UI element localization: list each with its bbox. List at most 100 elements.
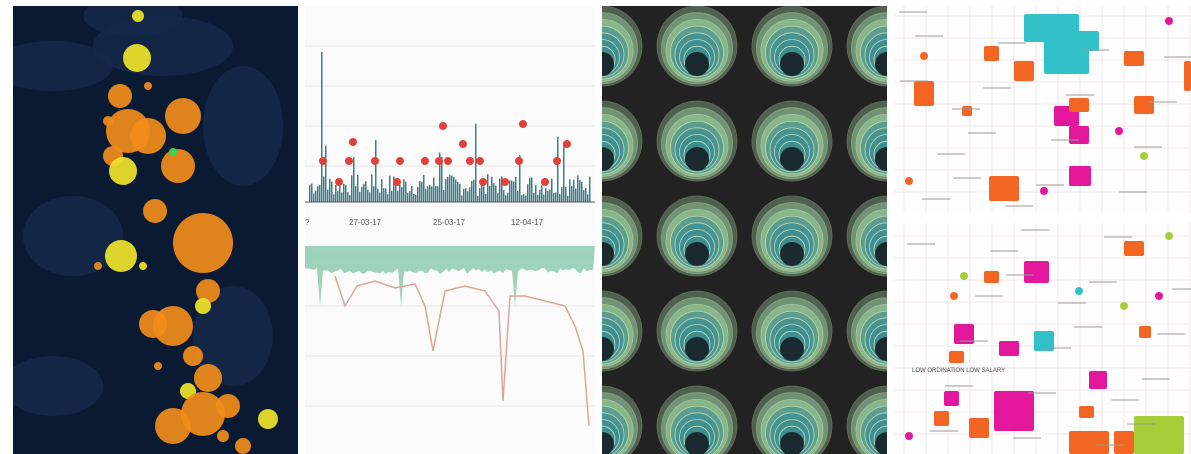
ring-hole — [602, 52, 614, 76]
bar — [413, 194, 415, 202]
node-rect — [1069, 166, 1091, 186]
bar — [411, 186, 413, 202]
data-dot — [515, 157, 523, 165]
node-dot — [1140, 152, 1148, 160]
map-bubble — [258, 409, 278, 429]
ring-hole — [685, 242, 709, 266]
node-rect — [1034, 331, 1054, 351]
data-dot — [541, 178, 549, 186]
bar — [339, 181, 341, 202]
bar — [539, 189, 541, 202]
bar — [557, 137, 559, 202]
node-rect — [999, 341, 1019, 356]
node-rect — [1139, 326, 1151, 338]
bar — [573, 179, 575, 202]
ring-hole — [780, 147, 804, 171]
node-label-stub — [1066, 94, 1094, 96]
bar — [551, 178, 553, 202]
data-dot — [501, 178, 509, 186]
node-dot — [1115, 127, 1123, 135]
node-label-stub — [1127, 423, 1155, 425]
land-shape — [13, 41, 113, 91]
bar — [535, 185, 537, 202]
bar — [375, 140, 377, 202]
bar — [559, 194, 561, 202]
bar — [519, 155, 521, 202]
land-shape — [23, 196, 123, 276]
bar — [317, 186, 319, 202]
map-bubble — [154, 362, 162, 370]
node-label-stub — [1051, 139, 1079, 141]
bar — [467, 191, 469, 202]
bar — [435, 186, 437, 202]
node-dot — [1165, 17, 1173, 25]
bar — [385, 188, 387, 202]
bar — [475, 123, 477, 202]
bar — [377, 188, 379, 202]
bar — [481, 183, 483, 202]
data-dot — [396, 157, 404, 165]
x-tick-label: 12-04-17 — [511, 218, 544, 227]
bar — [347, 192, 349, 202]
data-dot — [393, 178, 401, 186]
land-shape — [193, 286, 273, 386]
map-bubble — [139, 310, 167, 338]
map-bubble — [194, 364, 222, 392]
bar — [349, 194, 351, 202]
bar — [513, 181, 515, 202]
bar — [541, 185, 543, 202]
bar — [585, 188, 587, 202]
ring-hole — [602, 432, 614, 454]
node-rect — [949, 351, 964, 363]
bar — [407, 193, 409, 202]
map-bubble — [183, 346, 203, 366]
bar — [567, 195, 569, 202]
node-label-stub — [1149, 101, 1177, 103]
bar — [537, 194, 539, 202]
bar — [383, 188, 385, 202]
ring-hole — [685, 337, 709, 361]
node-label-stub — [1157, 333, 1185, 335]
node-label-stub — [1134, 146, 1162, 148]
bar — [379, 192, 381, 202]
node-label-stub — [952, 108, 980, 110]
network-caption: LOW ORDINATION LOW SALARY — [912, 368, 1006, 374]
map-bubble — [181, 392, 225, 436]
node-label-stub — [1005, 205, 1033, 207]
node-label-stub — [1172, 288, 1191, 290]
land-shape — [83, 6, 183, 36]
map-bubble — [235, 438, 251, 454]
node-label-stub — [907, 243, 935, 245]
bar — [577, 175, 579, 202]
bar — [575, 188, 577, 202]
bar — [391, 190, 393, 202]
bar — [499, 178, 501, 202]
ring-grid — [602, 6, 887, 454]
bar — [335, 185, 337, 202]
bar — [471, 180, 473, 202]
bar — [399, 182, 401, 202]
bar — [319, 184, 321, 202]
bar — [389, 175, 391, 202]
node-label-stub — [899, 11, 927, 13]
node-label-stub — [1006, 274, 1034, 276]
bar — [309, 185, 311, 202]
bar — [323, 176, 325, 202]
node-label-stub — [945, 385, 973, 387]
bar — [531, 177, 533, 202]
ring-hole — [685, 52, 709, 76]
bar — [461, 195, 463, 202]
node-rect — [1134, 416, 1184, 454]
node-label-stub — [1028, 392, 1056, 394]
bar — [431, 186, 433, 202]
bar — [533, 192, 535, 202]
bar — [547, 190, 549, 202]
node-dot — [1165, 232, 1173, 240]
ring-hole — [875, 432, 887, 454]
node-label-stub — [1164, 56, 1191, 58]
data-dot — [319, 157, 327, 165]
bar — [561, 187, 563, 202]
bar — [397, 190, 399, 202]
map-bubble — [155, 408, 191, 444]
node-label-stub — [1043, 347, 1071, 349]
